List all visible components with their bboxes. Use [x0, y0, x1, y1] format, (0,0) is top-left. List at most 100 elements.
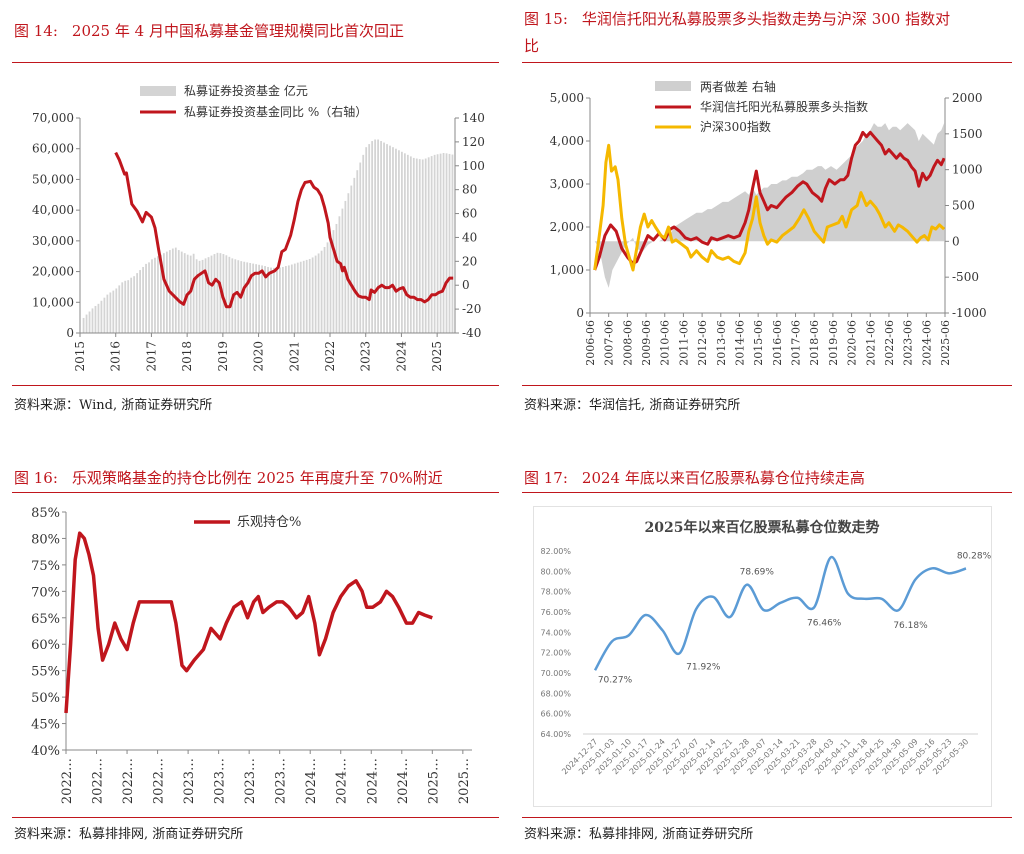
x-tick-label: 2022… [60, 758, 75, 804]
bar [311, 257, 314, 333]
bar [445, 153, 448, 333]
bar [207, 257, 210, 333]
bar [338, 216, 341, 333]
y-right-tick-label: 60 [462, 207, 477, 221]
bar [362, 154, 365, 333]
bar [177, 250, 180, 333]
bar [350, 185, 353, 333]
bar [401, 151, 403, 333]
x-tick-label: 2021-06 [864, 320, 877, 366]
bar [145, 263, 147, 333]
bar [403, 153, 406, 333]
bar [192, 253, 195, 333]
x-tick-label: 2019 [216, 341, 230, 372]
x-tick-label: 2023… [213, 758, 228, 804]
x-tick-label: 2024… [365, 758, 380, 804]
y-right-tick-label: -20 [462, 302, 481, 316]
y-tick-label: 66.00% [540, 710, 571, 719]
bar [276, 268, 278, 333]
bar [204, 258, 207, 333]
y-right-tick-label: 80 [462, 183, 477, 197]
y-tick-label: 5,000 [550, 91, 584, 105]
bar [124, 280, 127, 333]
bar [374, 139, 377, 333]
csi300-line [593, 143, 946, 272]
x-tick-label: 2015 [73, 341, 87, 372]
bar [142, 266, 144, 333]
bar [284, 266, 287, 333]
bar [287, 265, 290, 333]
figure-number: 图 17: [524, 469, 568, 487]
bar [210, 255, 213, 333]
x-tick-label: 2023… [243, 758, 258, 804]
y-tick-label: 2,000 [550, 220, 584, 234]
source-rule [522, 385, 1012, 386]
y-tick-label: 80.00% [540, 567, 571, 576]
x-tick-label: 2022-06 [883, 320, 896, 366]
legend-swatch-diff [655, 81, 691, 91]
x-tick-label: 2024… [335, 758, 350, 804]
bar [85, 314, 88, 333]
y-tick-label: 70% [31, 585, 60, 600]
y-tick-label: 30,000 [32, 234, 74, 248]
bar [389, 145, 391, 333]
position-line [593, 555, 967, 671]
bar [139, 270, 141, 333]
legend-label: 沪深300指数 [700, 119, 771, 134]
x-tick-label: 2008-06 [621, 320, 634, 366]
figure-16-title: 图 16: 乐观策略基金的持仓比例在 2025 年再度升至 70%附近 [14, 467, 443, 489]
y-tick-label: 1,000 [550, 263, 584, 277]
bar [261, 265, 263, 333]
bar [270, 267, 272, 333]
bar [237, 260, 240, 333]
x-tick-label: 2016 [109, 341, 123, 372]
x-tick-label: 2007-06 [603, 320, 616, 366]
figure-number: 图 15: [524, 10, 568, 28]
x-tick-label: 2023-06 [902, 320, 915, 366]
x-tick-label: 2021 [287, 341, 301, 372]
bar [451, 154, 454, 333]
figure-17-title: 图 17: 2024 年底以来百亿股票私募仓位持续走高 [524, 467, 865, 489]
bar [392, 147, 394, 333]
figure-title-text: 乐观策略基金的持仓比例在 2025 年再度升至 70%附近 [71, 469, 443, 487]
x-tick-label: 2006-06 [584, 320, 597, 366]
x-tick-label: 2023… [274, 758, 289, 804]
yoy-line [114, 151, 454, 309]
y-tick-label: 75% [31, 559, 60, 574]
x-tick-label: 2011-06 [677, 320, 690, 366]
x-tick-label: 2022 [323, 341, 337, 372]
source-rule [522, 817, 1012, 818]
figure-title-text: 2025 年 4 月中国私募基金管理规模同比首次回正 [71, 22, 404, 40]
data-label: 76.46% [807, 618, 842, 628]
y-tick-label: 60,000 [32, 142, 74, 156]
y-tick-label: 70,000 [32, 111, 74, 125]
bar [183, 253, 186, 333]
bar [88, 311, 91, 333]
chart-16: 40% 45% 50% 55% 60% 65% 70% 75% 80% 85% 2022… 2022…… [31, 506, 472, 804]
bar [118, 285, 121, 333]
x-tick-label: 2025 [430, 341, 444, 372]
legend-label: 私募证券投资基金 亿元 [184, 83, 308, 98]
bar [133, 276, 136, 333]
x-tick-label: 2016-06 [771, 320, 784, 366]
y-tick-label: 76.00% [540, 608, 571, 617]
y-tick-label: 85% [31, 506, 60, 521]
bar [436, 154, 439, 333]
bar [418, 159, 421, 333]
bar [225, 255, 228, 333]
bar [100, 300, 103, 333]
bar [246, 262, 249, 333]
bar [359, 162, 362, 333]
bar [157, 256, 159, 333]
bar [243, 261, 246, 333]
y-right-tick-label: 20 [462, 254, 477, 268]
bar [252, 263, 255, 333]
x-tick-label: 2024-06 [920, 320, 933, 366]
bar [154, 257, 156, 333]
x-tick-label: 2018-06 [808, 320, 821, 366]
bar [296, 262, 299, 333]
bar [201, 259, 204, 333]
y-tick-label: 0 [576, 306, 584, 320]
bar [398, 150, 400, 333]
title-rule [12, 62, 499, 63]
